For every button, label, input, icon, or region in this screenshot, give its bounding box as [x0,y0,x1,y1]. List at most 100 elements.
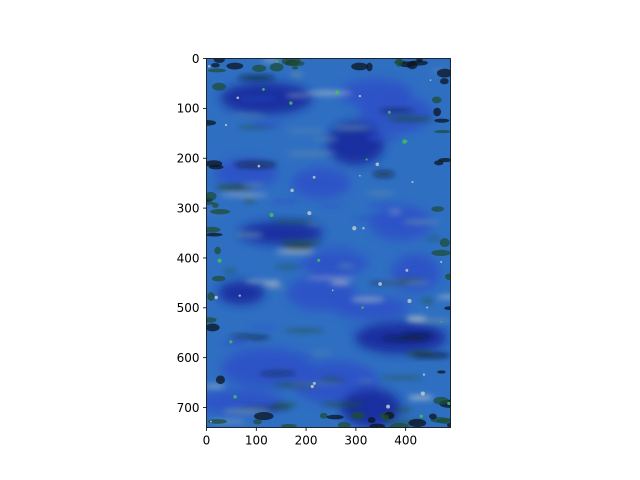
streak [289,71,304,78]
x-tick-label: 200 [295,434,318,448]
speckle [422,373,426,376]
streak [321,204,344,209]
streak [266,286,287,290]
foliage-patch [395,58,403,67]
speckle [269,212,274,218]
speckle [210,420,212,423]
streak [285,94,309,97]
foliage-patch [351,62,368,71]
speckle [426,306,429,309]
foliage-patch [434,129,451,134]
speckle [440,320,443,323]
streak [367,202,397,209]
speckle [386,404,391,409]
streak [219,340,249,346]
foliage-patch [206,323,220,332]
speckle [224,123,228,127]
y-tick-label: 300 [177,201,200,215]
speckle [217,258,222,263]
streak [376,92,404,97]
foliage-patch [431,96,442,104]
foliage-patch [207,292,215,301]
deep-region [391,253,441,292]
speckle [411,181,414,184]
streak [253,121,283,128]
streak [223,269,237,274]
streak [344,328,370,331]
streak [222,408,269,415]
streak [407,395,434,400]
streak [406,315,427,322]
highlight-speckles [207,60,451,423]
streak [319,377,345,383]
streak [310,351,333,355]
streak [270,220,318,223]
foliage-patch [280,424,298,428]
speckle [378,282,382,286]
foliage-patch [433,396,449,405]
deep-blue-regions [206,78,447,427]
foliage-patch [440,78,449,85]
streak [334,124,371,132]
foliage-patch [437,418,451,424]
speckle [352,226,357,231]
streak [329,281,351,285]
streak [248,325,278,329]
streak [242,197,256,203]
streak [313,136,339,142]
streak [233,161,278,168]
y-tick-label: 200 [177,152,200,166]
x-tick-label: 0 [203,434,211,448]
streak [238,97,277,101]
streak [436,295,451,299]
foliage-patch [434,118,450,123]
foliage-patch [433,107,442,117]
streak [231,113,266,117]
streak [305,90,353,96]
streak [352,216,394,222]
deep-region [303,250,369,276]
streak [382,336,430,340]
x-axis: 0 100 200 300 400 [203,427,417,448]
streak [337,264,355,268]
streak [297,354,315,360]
speckle [405,140,408,143]
foliage-patch [214,246,221,255]
streak [357,379,375,383]
streak [262,280,282,287]
foliage-patch [211,62,220,68]
streak [270,199,300,204]
streak [386,116,434,122]
speckle [358,94,362,98]
foliage-patch [226,62,244,70]
streak [304,277,355,280]
deep-region [218,281,265,305]
streak [275,249,315,255]
deep-region [369,205,432,241]
deep-region [291,167,351,199]
speckle [375,162,380,167]
foliage-patch [291,66,299,70]
streak [307,270,357,277]
speckle [335,90,340,95]
streak [215,184,253,191]
speckle [361,306,364,309]
edge-foliage [206,58,451,428]
speckle [407,298,412,304]
foliage-patch [215,375,225,385]
y-tick-label: 0 [192,52,200,66]
foliage-patch [210,208,231,215]
speckle [257,164,261,168]
foliage-patch [253,419,262,425]
foliage-patch [269,62,284,72]
streak [206,384,226,389]
y-tick-label: 600 [177,351,200,365]
speckle [214,295,218,300]
streak [286,151,336,157]
streak [397,278,425,282]
streak [312,245,355,249]
foliage-patch [350,411,366,420]
streak [295,263,327,268]
speckle [359,174,361,177]
